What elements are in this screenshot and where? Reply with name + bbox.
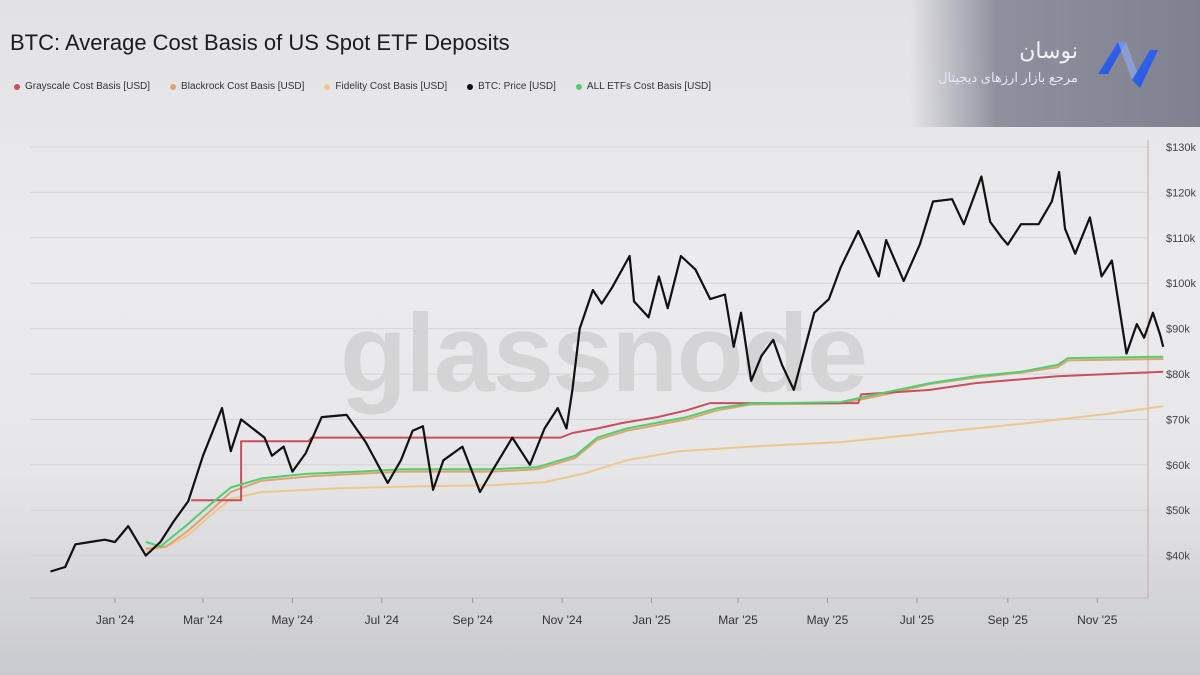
legend-item[interactable]: Fidelity Cost Basis [USD] <box>324 81 447 92</box>
brand-tagline: مرجع بازار ارزهای دیجیتال <box>938 70 1078 85</box>
y-tick-label: $90k <box>1166 324 1190 336</box>
x-tick-label: Jan '25 <box>632 613 671 627</box>
y-tick-label: $120k <box>1166 187 1196 199</box>
y-tick-label: $60k <box>1166 460 1190 472</box>
x-tick-label: Jan '24 <box>96 613 135 627</box>
legend-item[interactable]: Grayscale Cost Basis [USD] <box>14 81 150 92</box>
brand-logo-icon <box>1098 42 1158 88</box>
x-tick-label: Nov '24 <box>542 613 583 627</box>
watermark: glassnode <box>340 292 868 415</box>
series-line-all-etfs-cost-basis-usd <box>145 355 1164 548</box>
y-tick-label: $80k <box>1166 369 1190 381</box>
x-tick-label: May '25 <box>807 613 849 627</box>
chart-title: BTC: Average Cost Basis of US Spot ETF D… <box>10 30 510 55</box>
series-line-btc-price-usd <box>50 170 1165 573</box>
legend-marker-icon <box>467 83 474 90</box>
x-tick-label: Sep '24 <box>453 613 494 627</box>
legend-item[interactable]: Blackrock Cost Basis [USD] <box>170 81 304 92</box>
brand-name: نوسان <box>1019 38 1078 63</box>
y-tick-label: $130k <box>1166 142 1196 154</box>
y-tick-label: $40k <box>1166 551 1190 563</box>
legend: Grayscale Cost Basis [USD] Blackrock Cost… <box>14 81 711 92</box>
y-tick-label: $50k <box>1166 505 1190 517</box>
x-tick-label: May '24 <box>272 613 314 627</box>
y-tick-label: $100k <box>1166 278 1196 290</box>
legend-item[interactable]: BTC: Price [USD] <box>467 81 556 92</box>
x-tick-label: Mar '25 <box>718 613 758 627</box>
legend-marker-icon <box>170 83 177 90</box>
legend-label: BTC: Price [USD] <box>478 81 556 92</box>
x-tick-label: Jul '25 <box>900 613 935 627</box>
y-tick-label: $70k <box>1166 414 1190 426</box>
x-tick-label: Sep '25 <box>988 613 1029 627</box>
x-tick-label: Mar '24 <box>183 613 223 627</box>
legend-label: Fidelity Cost Basis [USD] <box>335 81 448 92</box>
legend-marker-icon <box>324 83 331 90</box>
x-tick-label: Nov '25 <box>1077 613 1118 627</box>
legend-label: Blackrock Cost Basis [USD] <box>181 81 305 92</box>
y-tick-label: $110k <box>1166 233 1196 245</box>
legend-item[interactable]: ALL ETFs Cost Basis [USD] <box>575 81 712 92</box>
x-tick-label: Jul '24 <box>365 613 400 627</box>
series-line-blackrock-cost-basis-usd <box>145 358 1164 550</box>
series-line-grayscale-cost-basis-usd <box>191 370 1164 502</box>
legend-label: Grayscale Cost Basis [USD] <box>25 81 151 92</box>
series-line-fidelity-cost-basis-usd <box>145 405 1164 553</box>
legend-marker-icon <box>575 83 582 90</box>
brand-banner: نوسان مرجع بازار ارزهای دیجیتال <box>910 0 1200 127</box>
legend-label: ALL ETFs Cost Basis [USD] <box>586 81 712 92</box>
legend-marker-icon <box>14 83 20 90</box>
